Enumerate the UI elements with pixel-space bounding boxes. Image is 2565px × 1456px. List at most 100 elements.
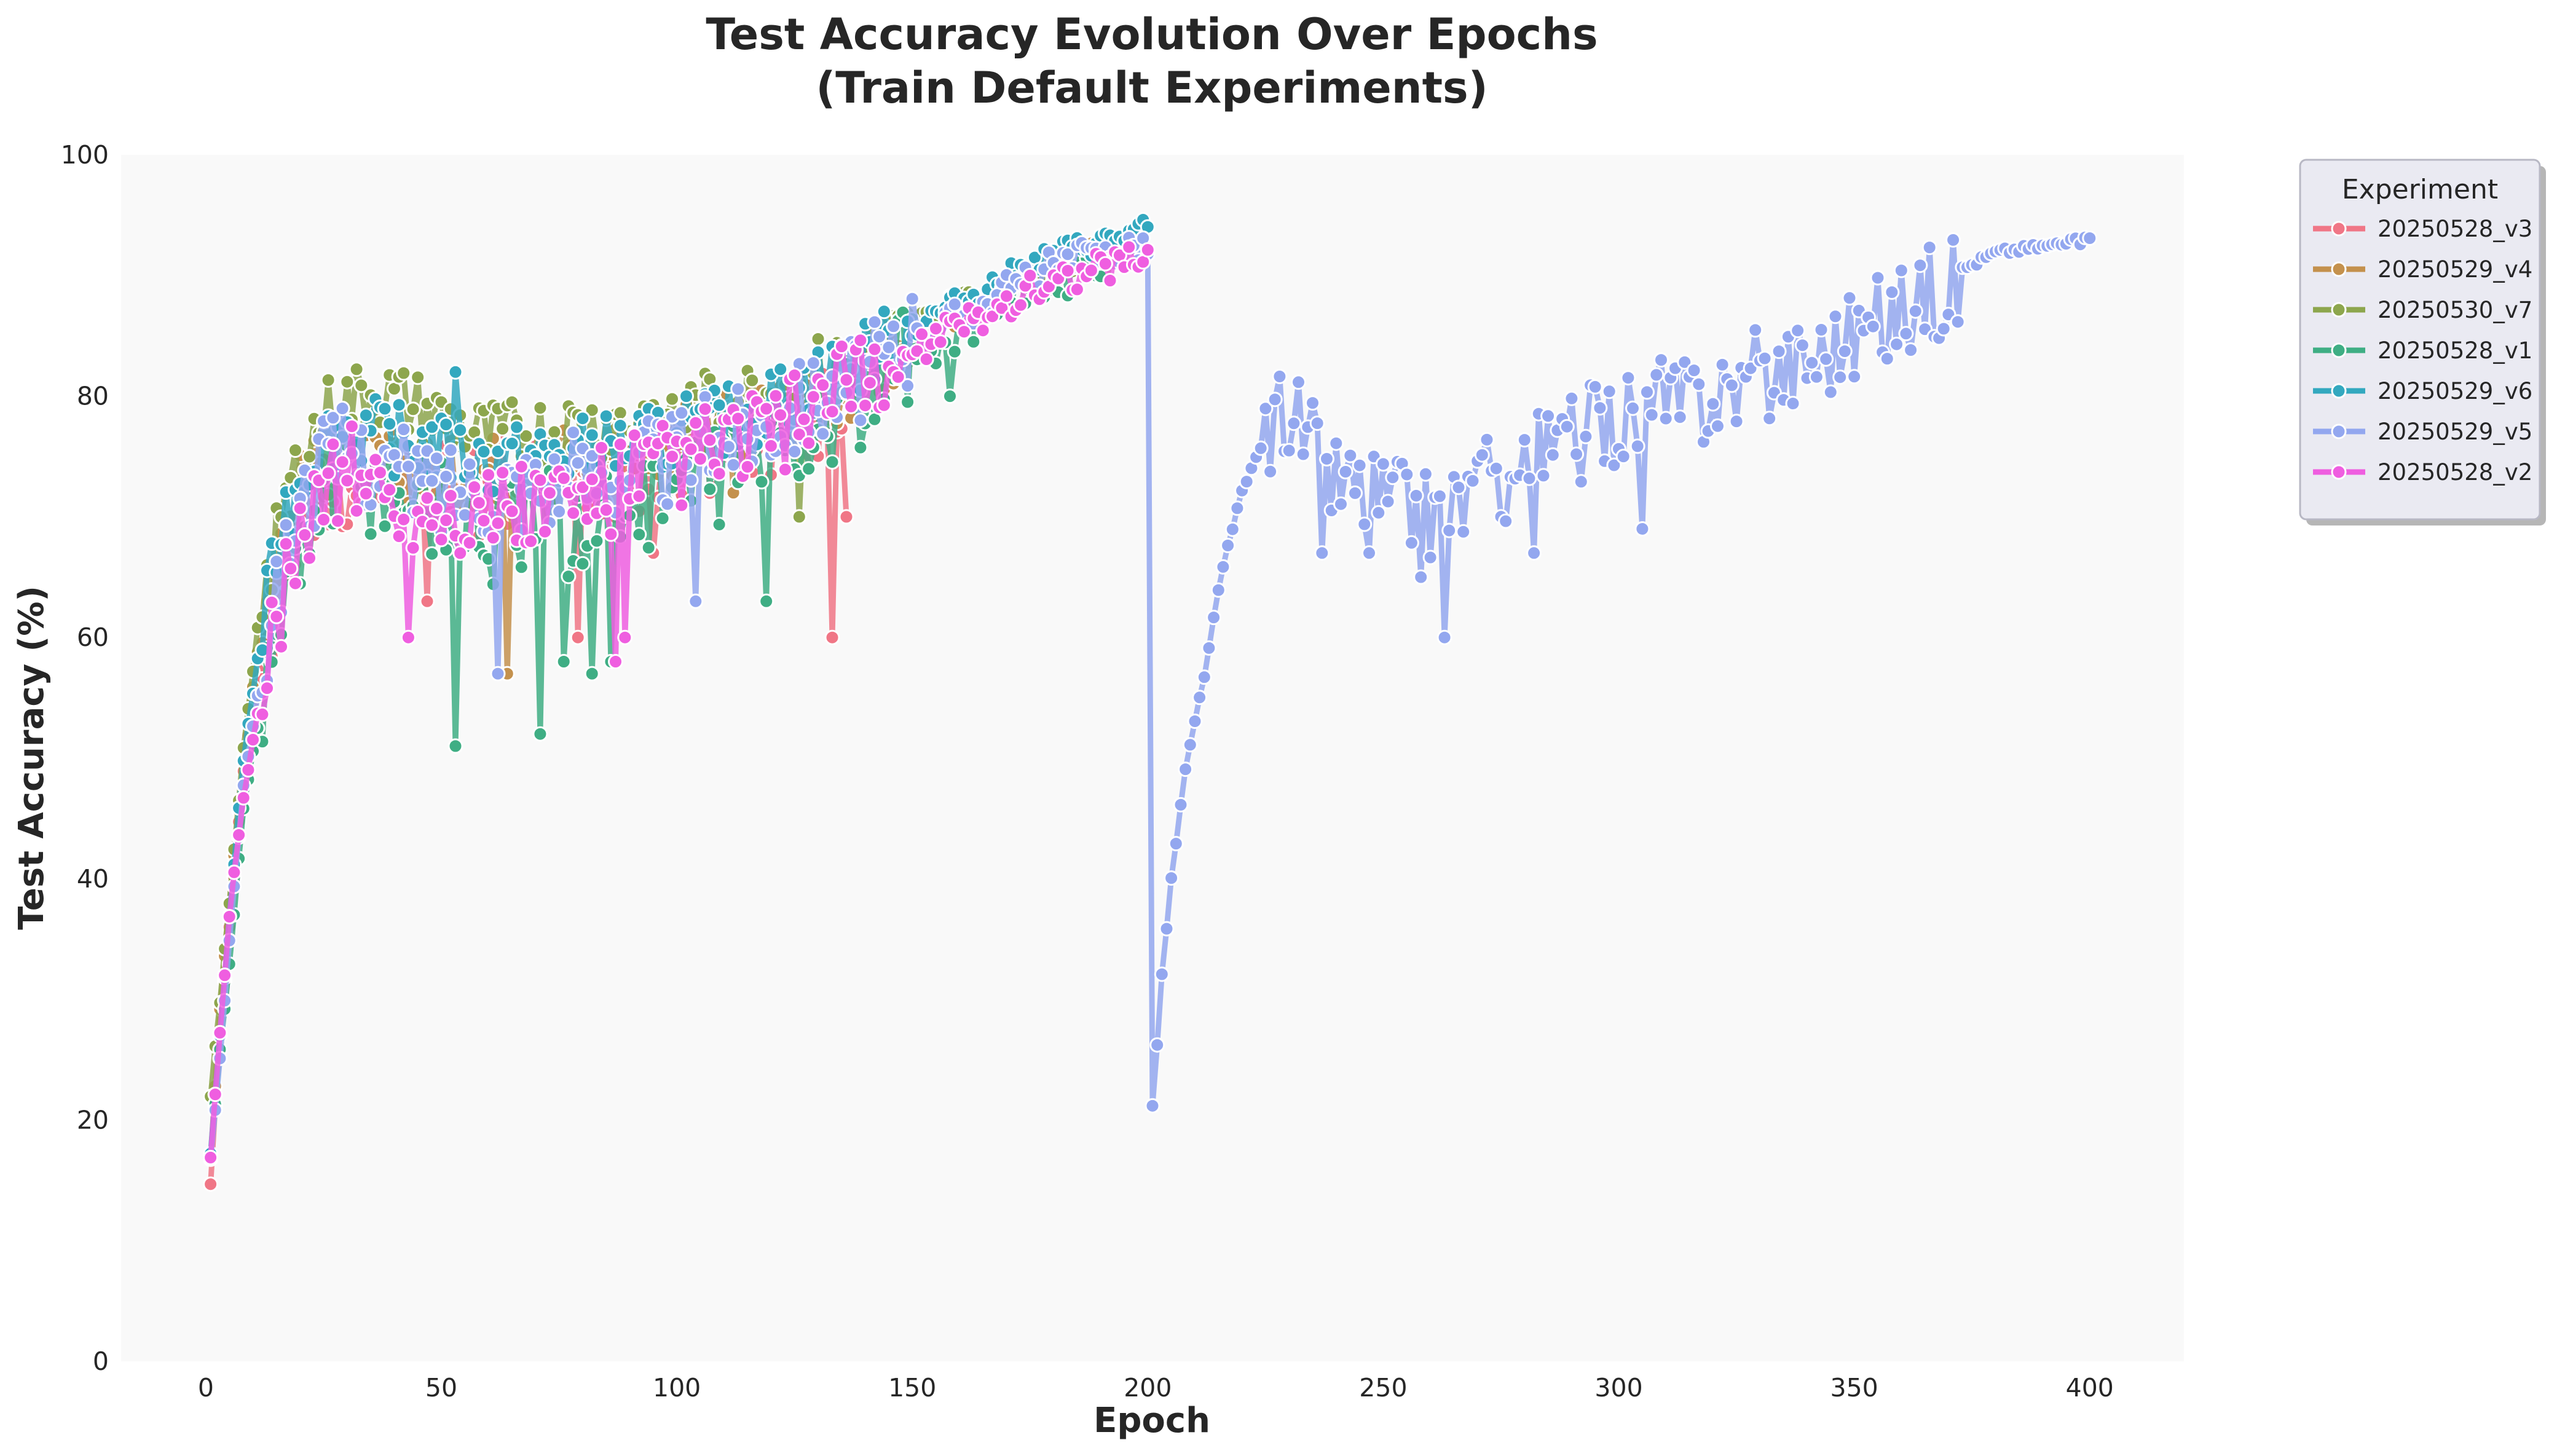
data-point — [655, 510, 671, 526]
data-point — [1691, 376, 1707, 392]
data-point — [594, 440, 609, 455]
data-point — [640, 540, 656, 556]
x-tick-label: 50 — [425, 1373, 457, 1403]
data-point — [1385, 470, 1401, 486]
data-point — [532, 726, 548, 742]
data-point — [1714, 356, 1730, 372]
data-point — [833, 339, 849, 355]
data-point — [320, 465, 336, 481]
data-point — [796, 411, 812, 427]
data-point — [1578, 428, 1594, 444]
data-point — [207, 1087, 223, 1103]
data-point — [396, 422, 412, 438]
data-point — [1842, 290, 1858, 306]
data-point — [1319, 451, 1334, 466]
data-point — [928, 321, 944, 337]
data-point — [203, 1149, 219, 1165]
data-point — [1625, 400, 1641, 416]
data-point — [504, 503, 520, 519]
data-point — [862, 375, 878, 391]
data-point — [1060, 263, 1076, 278]
data-point — [490, 515, 506, 531]
data-point — [264, 594, 280, 610]
data-point — [212, 1025, 228, 1041]
data-point — [565, 505, 581, 521]
data-point — [608, 654, 623, 669]
data-point — [334, 401, 350, 416]
data-point — [254, 706, 270, 722]
data-point — [546, 424, 562, 440]
data-point — [890, 369, 906, 385]
data-point — [730, 411, 746, 427]
data-point — [584, 471, 600, 487]
data-point — [900, 378, 916, 394]
data-point — [325, 410, 341, 426]
data-point — [509, 419, 525, 435]
data-point — [1399, 466, 1415, 482]
data-point — [391, 529, 407, 544]
data-point — [551, 503, 567, 519]
data-point — [1804, 355, 1820, 371]
data-point — [269, 554, 285, 570]
data-point — [424, 546, 440, 562]
data-point — [447, 364, 463, 380]
data-point — [320, 372, 336, 388]
data-point — [490, 666, 506, 682]
data-point — [1281, 443, 1297, 458]
data-point — [1380, 494, 1396, 510]
data-point — [1206, 610, 1222, 626]
y-tick-label: 40 — [77, 864, 109, 894]
data-point — [495, 465, 511, 481]
data-point — [1371, 505, 1387, 521]
data-point — [537, 524, 553, 540]
data-point — [240, 762, 256, 778]
data-point — [278, 517, 294, 533]
data-point — [1559, 419, 1575, 435]
data-point — [1724, 377, 1740, 393]
data-point — [1224, 521, 1240, 537]
data-point — [692, 451, 708, 467]
data-point — [999, 288, 1014, 304]
data-point — [400, 458, 416, 474]
data-point — [1361, 545, 1377, 561]
data-point — [1889, 336, 1905, 352]
data-point — [1498, 513, 1514, 529]
data-point — [438, 513, 454, 528]
data-point — [1521, 470, 1537, 486]
data-point — [467, 479, 483, 495]
data-point — [476, 513, 492, 529]
data-point — [1639, 384, 1655, 400]
data-point — [853, 412, 869, 428]
data-point — [405, 401, 421, 417]
data-point — [1516, 432, 1532, 448]
data-point — [1545, 447, 1561, 463]
data-point — [1771, 344, 1787, 360]
data-point — [1564, 390, 1580, 406]
data-point — [1291, 374, 1306, 390]
data-point — [1338, 464, 1353, 479]
data-point — [688, 415, 704, 431]
data-point — [1286, 415, 1302, 431]
data-point — [565, 425, 581, 441]
data-point — [424, 419, 440, 435]
x-axis-label: Epoch — [1093, 1401, 1210, 1441]
data-point — [787, 368, 803, 384]
data-point — [697, 401, 713, 417]
data-point — [1677, 354, 1693, 370]
data-point — [452, 422, 468, 438]
x-tick-label: 300 — [1594, 1373, 1642, 1403]
y-axis-label: Test Accuracy (%) — [12, 586, 52, 930]
legend[interactable]: Experiment 20250528_v3 20250529_v4 2025053… — [2299, 159, 2546, 525]
data-point — [1573, 474, 1589, 490]
data-point — [1022, 267, 1038, 283]
data-point — [1140, 242, 1156, 258]
data-point — [513, 559, 529, 575]
data-point — [1097, 256, 1113, 272]
data-point — [297, 527, 313, 543]
data-point — [711, 466, 727, 482]
data-point — [556, 470, 572, 486]
data-point — [1417, 466, 1433, 482]
data-point — [904, 291, 920, 307]
data-point — [217, 967, 233, 983]
data-point — [1592, 400, 1608, 416]
